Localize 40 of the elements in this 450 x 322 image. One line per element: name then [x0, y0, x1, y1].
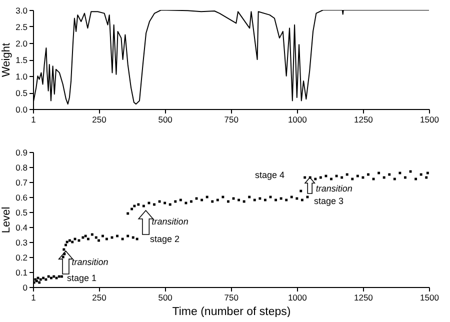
annotation: transition	[72, 257, 108, 267]
y-tick-label: 0.8	[16, 162, 28, 172]
y-axis-title: Weight	[0, 42, 13, 78]
y-axis-title: Level	[0, 206, 13, 234]
x-tick-label: 1	[31, 114, 36, 124]
y-tick-label: 0.9	[16, 148, 28, 158]
annotation: transition	[152, 216, 188, 226]
annotation: stage 4	[255, 170, 285, 180]
x-tick-label: 1000	[288, 114, 308, 124]
y-tick-label: 0.5	[16, 88, 28, 98]
y-tick-label: 1.5	[16, 55, 28, 65]
y-tick-label: 1.0	[16, 72, 28, 82]
annotation: transition	[316, 184, 352, 194]
annotation: stage 1	[67, 273, 97, 283]
y-tick-label: 2.0	[16, 38, 28, 48]
y-tick-label: 0.2	[16, 252, 28, 262]
y-tick-label: 0.0	[16, 104, 28, 114]
annotation: stage 3	[314, 196, 344, 206]
y-tick-label: 3.0	[16, 6, 28, 16]
y-tick-label: 0	[22, 282, 28, 292]
y-tick-label: 2.5	[16, 22, 28, 32]
x-tick-label: 250	[92, 292, 107, 302]
annotation: stage 2	[150, 234, 180, 244]
y-tick-label: 0.3	[16, 238, 28, 248]
y-tick-label: 0.5	[16, 208, 28, 218]
x-tick-label: 250	[92, 114, 107, 124]
y-tick-label: 0.6	[16, 192, 28, 202]
y-tick-label: 0.7	[16, 178, 28, 188]
x-tick-label: 1000	[288, 292, 308, 302]
y-tick-label: 0.4	[16, 222, 28, 232]
y-tick-label: 0.1	[16, 268, 28, 278]
x-tick-label: 1250	[354, 114, 374, 124]
x-tick-label: 1500	[420, 292, 440, 302]
x-tick-label: 1500	[420, 114, 440, 124]
x-tick-label: 1250	[354, 292, 374, 302]
x-tick-label: 750	[224, 114, 239, 124]
x-tick-label: 1	[31, 292, 36, 302]
x-tick-label: 500	[158, 292, 173, 302]
x-tick-label: 750	[224, 292, 239, 302]
x-tick-label: 500	[158, 114, 173, 124]
